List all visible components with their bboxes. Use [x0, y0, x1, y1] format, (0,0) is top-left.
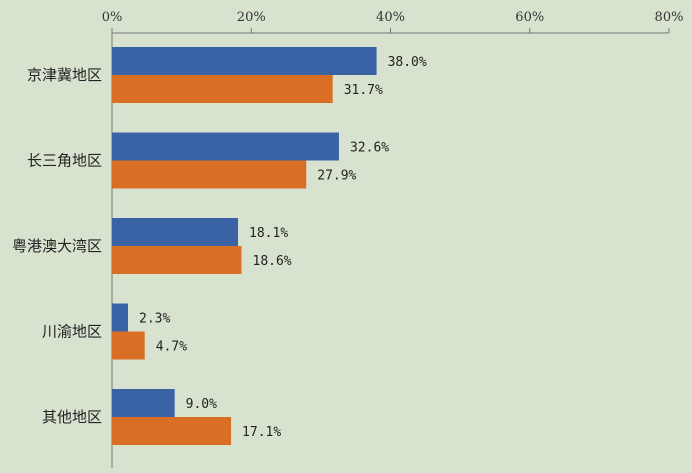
category-label: 京津冀地区	[27, 66, 102, 84]
bar	[112, 132, 339, 161]
data-label: 4.7%	[156, 340, 187, 355]
category-label: 其他地区	[42, 408, 102, 426]
bar	[112, 160, 307, 189]
bars	[112, 47, 377, 445]
x-tick-label: 20%	[237, 10, 266, 25]
data-label: 17.1%	[242, 425, 281, 440]
value-labels: 38.0% 31.7% 32.6% 27.9% 18.1% 18.6% 2.3% 4.7% 9.…	[139, 55, 427, 440]
data-label: 2.3%	[139, 312, 170, 327]
bar	[112, 331, 145, 360]
category-label: 粤港澳大湾区	[12, 237, 102, 255]
bar	[112, 218, 239, 246]
data-label: 32.6%	[350, 141, 389, 156]
bar	[112, 389, 175, 417]
bar	[112, 47, 377, 75]
data-label: 38.0%	[388, 55, 427, 70]
data-label: 18.1%	[249, 226, 288, 241]
x-tick-label: 80%	[655, 10, 684, 25]
bar	[112, 417, 232, 445]
x-axis-ticks: 0% 20% 40% 60% 80%	[102, 10, 684, 33]
x-tick-label: 60%	[515, 10, 544, 25]
x-tick-label: 40%	[376, 10, 405, 25]
data-label: 9.0%	[186, 397, 217, 412]
bar	[112, 303, 129, 332]
category-label: 长三角地区	[27, 152, 102, 170]
x-tick-label: 0%	[102, 10, 123, 25]
bar	[112, 75, 333, 103]
category-label: 川渝地区	[42, 323, 102, 341]
data-label: 18.6%	[253, 254, 292, 269]
data-label: 31.7%	[344, 83, 383, 98]
bar	[112, 246, 242, 274]
data-label: 27.9%	[317, 169, 356, 184]
